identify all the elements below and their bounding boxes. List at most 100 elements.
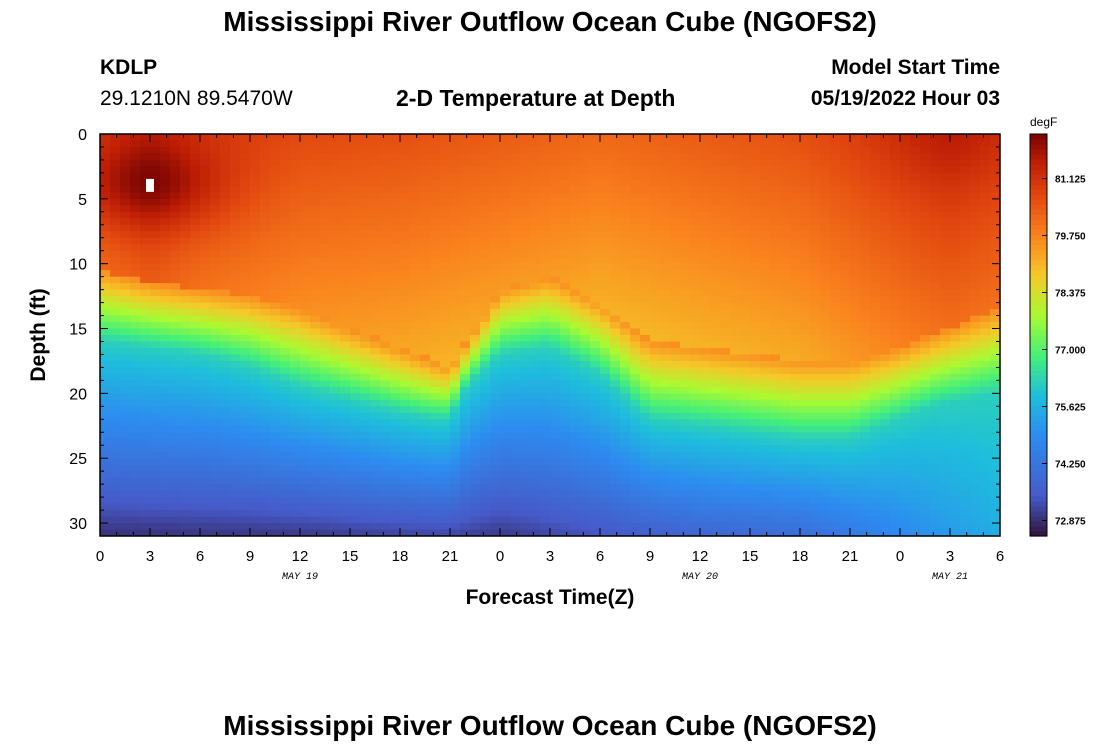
heatmap-cell xyxy=(540,237,551,245)
heatmap-cell xyxy=(210,276,221,284)
heatmap-cell xyxy=(230,224,241,232)
heatmap-cell xyxy=(480,438,491,446)
heatmap-cell xyxy=(680,464,691,472)
heatmap-cell xyxy=(310,503,321,511)
heatmap-cell xyxy=(380,341,391,349)
heatmap-cell xyxy=(450,393,461,401)
heatmap-cell xyxy=(230,490,241,498)
heatmap-cell xyxy=(490,302,501,310)
heatmap-cell xyxy=(160,283,171,291)
heatmap-cell xyxy=(660,503,671,511)
heatmap-cell xyxy=(170,464,181,472)
heatmap-cell xyxy=(610,185,621,193)
heatmap-cell xyxy=(750,425,761,433)
heatmap-cell xyxy=(780,510,791,518)
heatmap-cell xyxy=(260,244,271,252)
heatmap-cell xyxy=(900,159,911,168)
heatmap-cell xyxy=(510,360,521,369)
heatmap-cell xyxy=(320,172,331,180)
heatmap-cell xyxy=(320,211,331,219)
heatmap-cell xyxy=(740,328,751,336)
heatmap-cell xyxy=(540,425,551,433)
heatmap-cell xyxy=(440,302,451,310)
heatmap-cell xyxy=(230,529,241,536)
heatmap-cell xyxy=(840,315,851,323)
heatmap-cell xyxy=(220,179,231,187)
heatmap-cell xyxy=(650,153,661,161)
heatmap-cell xyxy=(500,289,511,297)
heatmap-cell xyxy=(310,296,321,304)
heatmap-cell xyxy=(820,185,831,193)
heatmap-cell xyxy=(520,335,531,343)
heatmap-cell xyxy=(580,302,591,310)
heatmap-cell xyxy=(710,419,721,427)
heatmap-cell xyxy=(130,445,141,453)
heatmap-cell xyxy=(870,244,881,252)
heatmap-cell xyxy=(630,257,641,265)
heatmap-cell xyxy=(440,510,451,518)
heatmap-cell xyxy=(100,510,111,518)
heatmap-cell xyxy=(780,211,791,219)
heatmap-cell xyxy=(300,386,311,394)
heatmap-cell xyxy=(700,159,711,168)
heatmap-cell xyxy=(690,335,701,343)
heatmap-cell xyxy=(580,250,591,258)
heatmap-cell xyxy=(690,458,701,466)
heatmap-cell xyxy=(800,490,811,498)
heatmap-cell xyxy=(820,237,831,245)
heatmap-cell xyxy=(470,503,481,511)
heatmap-cell xyxy=(890,477,901,485)
heatmap-cell xyxy=(830,198,841,206)
heatmap-cell xyxy=(170,445,181,453)
heatmap-cell xyxy=(230,166,241,174)
heatmap-cell xyxy=(400,367,411,375)
heatmap-cell xyxy=(160,172,171,180)
heatmap-cell xyxy=(560,283,571,291)
heatmap-cell xyxy=(470,263,481,271)
heatmap-cell xyxy=(250,179,261,187)
heatmap-cell xyxy=(750,464,761,472)
heatmap-cell xyxy=(310,367,321,375)
heatmap-cell xyxy=(810,296,821,304)
heatmap-cell xyxy=(520,497,531,505)
heatmap-cell xyxy=(860,438,871,446)
heatmap-cell xyxy=(650,451,661,459)
heatmap-cell xyxy=(310,198,321,206)
heatmap-cell xyxy=(860,471,871,479)
heatmap-cell xyxy=(230,263,241,271)
heatmap-cell xyxy=(250,192,261,200)
heatmap-cell xyxy=(390,309,401,317)
heatmap-cell xyxy=(120,425,131,433)
heatmap-cell xyxy=(730,464,741,472)
heatmap-cell xyxy=(470,360,481,369)
heatmap-cell xyxy=(140,523,151,531)
heatmap-cell xyxy=(390,360,401,369)
heatmap-cell xyxy=(790,354,801,362)
heatmap-cell xyxy=(430,218,441,226)
heatmap-cell xyxy=(160,367,171,375)
heatmap-cell xyxy=(100,309,111,317)
heatmap-cell xyxy=(480,257,491,265)
heatmap-cell xyxy=(340,354,351,362)
heatmap-cell xyxy=(340,373,351,381)
heatmap-cell xyxy=(560,185,571,193)
heatmap-cell xyxy=(660,399,671,407)
heatmap-cell xyxy=(740,373,751,381)
heatmap-cell xyxy=(540,322,551,330)
heatmap-cell xyxy=(220,211,231,219)
heatmap-cell xyxy=(460,179,471,187)
heatmap-cell xyxy=(470,529,481,536)
heatmap-cell xyxy=(540,497,551,505)
heatmap-cell xyxy=(790,393,801,401)
heatmap-cell xyxy=(840,458,851,466)
heatmap-cell xyxy=(740,393,751,401)
heatmap-cell xyxy=(410,458,421,466)
heatmap-cell xyxy=(840,451,851,459)
heatmap-cell xyxy=(840,529,851,536)
heatmap-cell xyxy=(670,477,681,485)
heatmap-cell xyxy=(240,198,251,206)
heatmap-cell xyxy=(870,432,881,440)
heatmap-cell xyxy=(160,185,171,193)
heatmap-cell xyxy=(530,159,541,168)
heatmap-cell xyxy=(880,360,891,369)
